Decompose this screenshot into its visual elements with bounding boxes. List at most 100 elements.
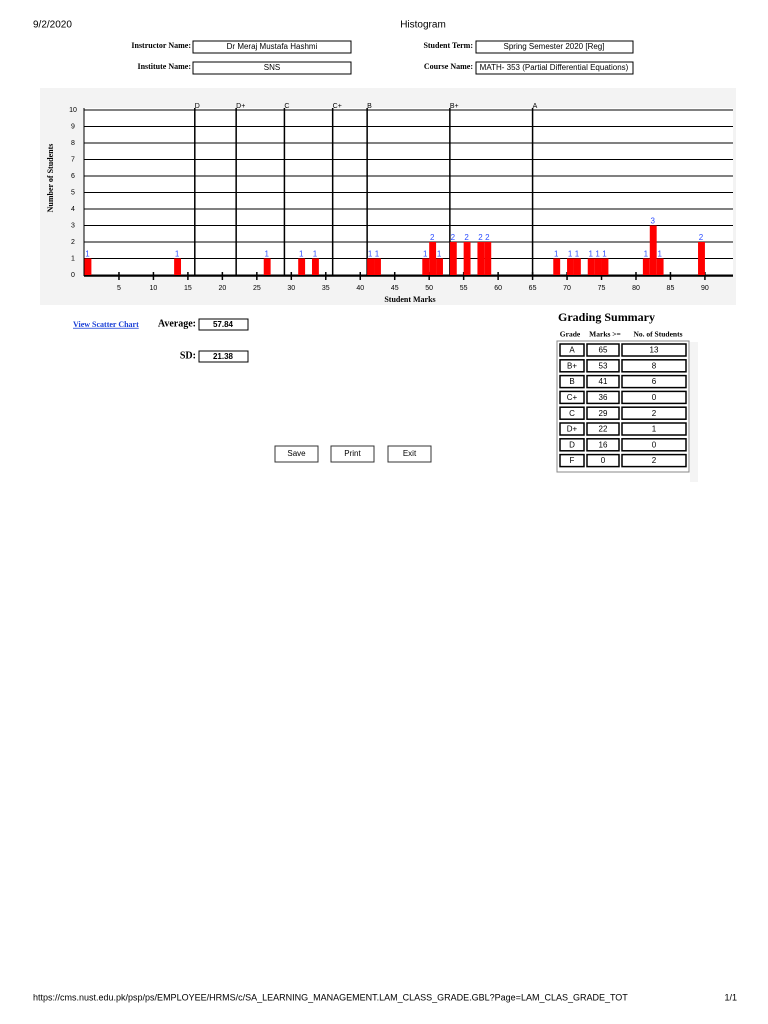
y-tick-label: 0 bbox=[71, 272, 75, 279]
summary-value: 2 bbox=[652, 456, 657, 465]
bar bbox=[298, 258, 306, 275]
button[interactable] bbox=[387, 445, 432, 463]
summary-cell bbox=[559, 422, 585, 436]
bar bbox=[642, 258, 650, 275]
y-tick-label: 7 bbox=[71, 156, 75, 163]
summary-cell bbox=[559, 390, 585, 405]
y-tick-label: 1 bbox=[71, 255, 75, 262]
summary-value: 0 bbox=[652, 393, 657, 402]
scatter-link[interactable]: View Scatter Chart bbox=[73, 320, 139, 329]
term-label: Student Term: bbox=[423, 41, 473, 50]
summary-cell bbox=[621, 374, 687, 389]
summary-cell bbox=[586, 374, 620, 389]
x-tick-label: 45 bbox=[391, 285, 399, 292]
bar bbox=[553, 258, 561, 275]
summary-value: F bbox=[570, 456, 575, 465]
bar-label: 1 bbox=[575, 250, 580, 259]
summary-cell bbox=[559, 359, 585, 373]
button-label[interactable]: Exit bbox=[403, 449, 417, 458]
bar-label: 1 bbox=[595, 250, 600, 259]
course-value: MATH- 353 (Partial Differential Equation… bbox=[480, 63, 629, 72]
summary-value: 41 bbox=[599, 377, 608, 386]
grade-line-label: D+ bbox=[236, 103, 245, 110]
bar bbox=[601, 258, 609, 275]
y-tick-label: 3 bbox=[71, 222, 75, 229]
sd-label: SD: bbox=[180, 350, 196, 361]
summary-header: Grade bbox=[560, 330, 581, 339]
summary-title: Grading Summary bbox=[558, 310, 655, 324]
institute-value: SNS bbox=[264, 63, 280, 72]
bar bbox=[374, 258, 381, 275]
summary-value: A bbox=[569, 346, 575, 355]
summary-frame bbox=[556, 340, 690, 473]
bar-label: 1 bbox=[602, 250, 607, 259]
button[interactable] bbox=[330, 445, 375, 463]
summary-cell bbox=[559, 438, 585, 452]
summary-value: 2 bbox=[652, 409, 657, 418]
grade-line-label: C+ bbox=[333, 103, 342, 110]
summary-value: 36 bbox=[599, 393, 608, 402]
bar bbox=[174, 258, 182, 275]
footer-url: https://cms.nust.edu.pk/psp/ps/EMPLOYEE/… bbox=[33, 992, 628, 1002]
bar bbox=[463, 242, 471, 275]
y-tick-label: 5 bbox=[71, 189, 75, 196]
bar-label: 3 bbox=[651, 217, 656, 226]
summary-value: 1 bbox=[652, 425, 657, 434]
button-label[interactable]: Print bbox=[344, 449, 361, 458]
x-tick-label: 55 bbox=[460, 285, 468, 292]
summary-value: 8 bbox=[652, 361, 657, 370]
bar bbox=[594, 258, 602, 275]
summary-cell bbox=[559, 343, 585, 357]
institute-label: Institute Name: bbox=[137, 62, 191, 71]
y-tick-label: 4 bbox=[71, 206, 75, 213]
grade-line-label: B+ bbox=[450, 103, 459, 110]
summary-cell bbox=[586, 453, 620, 468]
instructor-label: Instructor Name: bbox=[131, 41, 191, 50]
summary-cell bbox=[586, 390, 620, 405]
bar bbox=[656, 258, 664, 275]
average-value: 57.84 bbox=[213, 320, 234, 329]
grade-line-label: D bbox=[195, 103, 200, 110]
button-label[interactable]: Save bbox=[287, 449, 306, 458]
summary-value: 29 bbox=[599, 409, 608, 418]
x-tick-label: 50 bbox=[425, 285, 433, 292]
x-tick-label: 35 bbox=[322, 285, 330, 292]
bar bbox=[449, 242, 457, 275]
grade-line-label: B bbox=[367, 103, 372, 110]
sd-box bbox=[198, 350, 249, 363]
grade-line-label: C bbox=[284, 103, 289, 110]
summary-cell bbox=[586, 422, 620, 436]
instructor-box bbox=[192, 40, 352, 54]
summary-value: C bbox=[569, 409, 575, 418]
date: 9/2/2020 bbox=[33, 20, 72, 31]
x-tick-label: 80 bbox=[632, 285, 640, 292]
button[interactable] bbox=[274, 445, 319, 463]
bar bbox=[587, 258, 595, 275]
scrollbar[interactable] bbox=[690, 342, 698, 482]
summary-value: 16 bbox=[599, 440, 608, 449]
summary-value: D+ bbox=[567, 425, 578, 434]
bar-label: 1 bbox=[368, 250, 373, 259]
summary-cell bbox=[621, 343, 687, 357]
bar-label: 2 bbox=[699, 233, 704, 242]
x-tick-label: 25 bbox=[253, 285, 261, 292]
summary-cell bbox=[621, 390, 687, 405]
bar bbox=[84, 258, 92, 275]
y-axis-title: Number of Students bbox=[46, 144, 55, 213]
bar-label: 2 bbox=[485, 233, 490, 242]
instructor-value: Dr Meraj Mustafa Hashmi bbox=[227, 42, 318, 51]
bar bbox=[422, 258, 430, 275]
bar bbox=[477, 242, 485, 275]
bar-label: 1 bbox=[299, 250, 304, 259]
summary-cell bbox=[621, 406, 687, 420]
summary-value: B bbox=[569, 377, 574, 386]
grading-summary: Grade Marks >= No. of Students A 65 13 B+ 53 8 B 4… bbox=[556, 330, 690, 473]
bar-label: 2 bbox=[451, 233, 456, 242]
summary-value: 6 bbox=[652, 377, 657, 386]
bar-label: 2 bbox=[478, 233, 483, 242]
summary-cell bbox=[621, 422, 687, 436]
bar-label: 2 bbox=[430, 233, 435, 242]
summary-value: 53 bbox=[599, 361, 608, 370]
